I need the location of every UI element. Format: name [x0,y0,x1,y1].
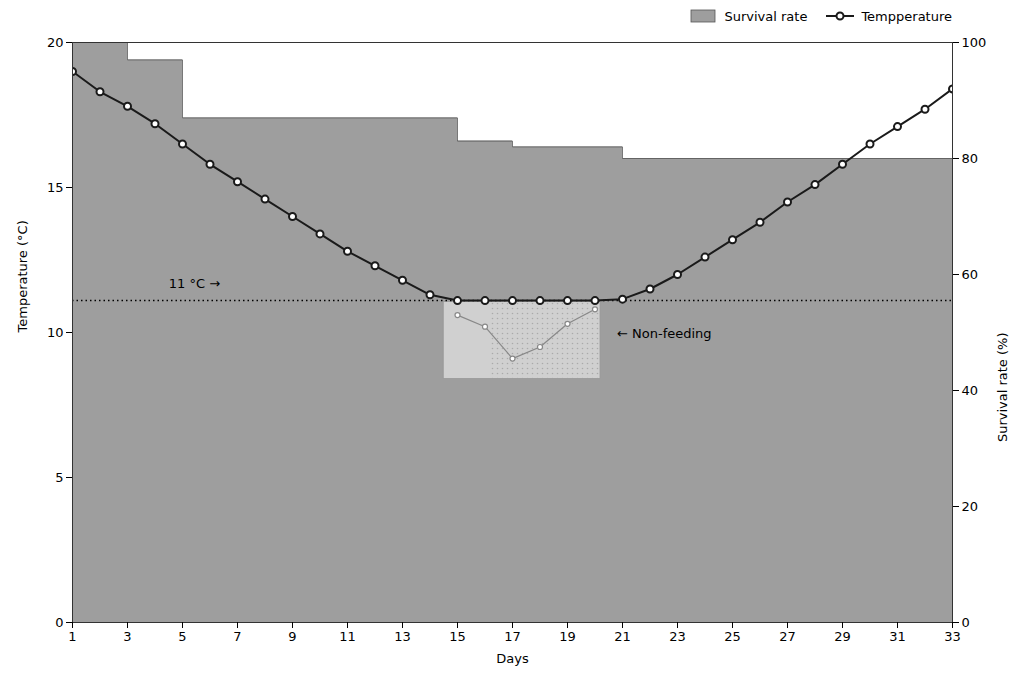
svg-text:60: 60 [962,267,979,282]
svg-text:15: 15 [47,180,64,195]
svg-text:7: 7 [233,629,241,644]
svg-text:25: 25 [724,629,741,644]
svg-text:21: 21 [614,629,631,644]
svg-text:100: 100 [962,35,987,50]
svg-text:5: 5 [178,629,186,644]
svg-text:19: 19 [559,629,576,644]
svg-text:29: 29 [834,629,851,644]
svg-text:3: 3 [123,629,131,644]
svg-text:20: 20 [47,35,64,50]
html-text:Survival rate: Survival rate [724,8,808,24]
svg-text:11: 11 [339,629,356,644]
svg-text:31: 31 [889,629,906,644]
svg-text:0: 0 [962,615,970,630]
svg-text:10: 10 [47,325,64,340]
html-text:Tempperature: Tempperature [861,8,952,24]
svg-text:13: 13 [394,629,411,644]
svg-text:15: 15 [449,629,466,644]
svg-text:5: 5 [55,470,63,485]
svg-text:9: 9 [288,629,296,644]
svg-text:33: 33 [944,629,961,644]
svg-text:20: 20 [962,499,979,514]
svg-text:← Non-feeding: ← Non-feeding [617,326,712,341]
svg-text:0: 0 [55,615,63,630]
svg-text:1: 1 [68,629,76,644]
svg-text:11 °C →: 11 °C → [169,276,220,291]
svg-text:40: 40 [962,383,979,398]
svg-text:27: 27 [779,629,796,644]
svg-text:17: 17 [504,629,521,644]
svg-text:80: 80 [962,151,979,166]
svg-text:Days: Days [496,651,529,666]
svg-text:Temperature (°C): Temperature (°C) [15,220,30,333]
svg-text:23: 23 [669,629,686,644]
svg-text:Survival rate (%): Survival rate (%) [995,333,1010,443]
